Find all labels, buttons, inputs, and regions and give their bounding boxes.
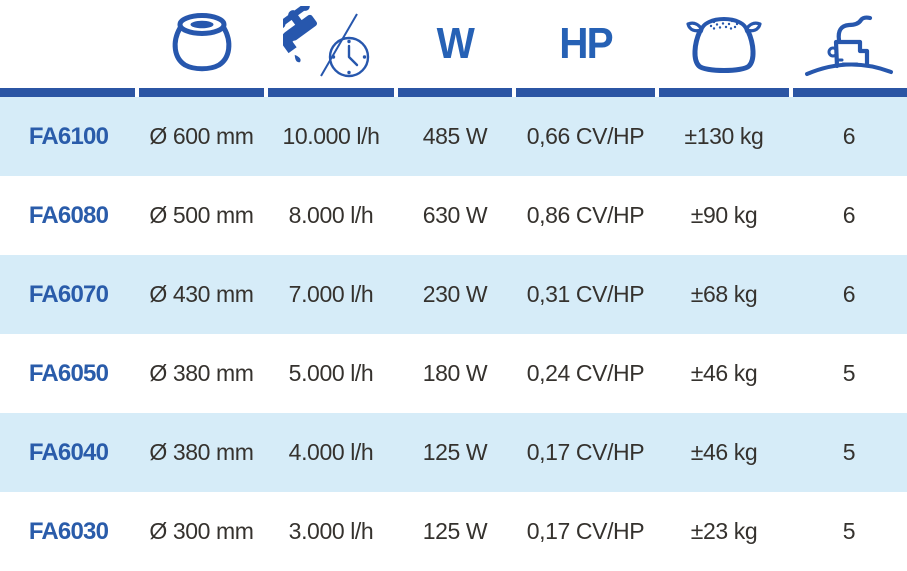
- cell-flow-rate: 5.000 l/h: [288, 360, 374, 386]
- header-divider: [0, 88, 907, 97]
- cell-sand-weight: ±68 kg: [690, 281, 758, 307]
- cell-power: 125 W: [422, 439, 488, 465]
- cell-flow-rate: 3.000 l/h: [288, 518, 374, 544]
- header-divider-bar: [516, 88, 655, 97]
- cell-power: 180 W: [422, 360, 488, 386]
- cell-model: FA6050: [28, 359, 109, 387]
- header-horsepower: HP: [514, 0, 657, 88]
- cell-horsepower: 0,86 CV/HP: [526, 202, 645, 228]
- table-row: FA6040 Ø 380 mm 4.000 l/h 125 W 0,17 CV/…: [0, 413, 907, 492]
- header-valve-positions: [791, 0, 907, 88]
- header-divider-bar: [139, 88, 264, 97]
- cell-sand-weight: ±46 kg: [690, 360, 758, 386]
- header-diameter: [137, 0, 266, 88]
- header-divider-bar: [793, 88, 907, 97]
- table-row: FA6070 Ø 430 mm 7.000 l/h 230 W 0,31 CV/…: [0, 255, 907, 334]
- selector-valve-icon: [805, 15, 893, 76]
- cell-horsepower: 0,31 CV/HP: [526, 281, 645, 307]
- cell-model: FA6100: [28, 122, 109, 150]
- cell-power: 230 W: [422, 281, 488, 307]
- cell-flow-rate: 7.000 l/h: [288, 281, 374, 307]
- cell-diameter: Ø 500 mm: [149, 202, 254, 228]
- cell-diameter: Ø 300 mm: [149, 518, 254, 544]
- cell-sand-weight: ±90 kg: [690, 202, 758, 228]
- cell-diameter: Ø 430 mm: [149, 281, 254, 307]
- cell-diameter: Ø 380 mm: [149, 439, 254, 465]
- cell-valve-positions: 5: [842, 439, 856, 465]
- table-row: FA6100 Ø 600 mm 10.000 l/h 485 W 0,66 CV…: [0, 97, 907, 176]
- table-row: FA6080 Ø 500 mm 8.000 l/h 630 W 0,86 CV/…: [0, 176, 907, 255]
- cell-sand-weight: ±46 kg: [690, 439, 758, 465]
- cell-horsepower: 0,17 CV/HP: [526, 439, 645, 465]
- watts-header-label: W: [436, 19, 475, 68]
- cell-valve-positions: 5: [842, 360, 856, 386]
- cell-horsepower: 0,17 CV/HP: [526, 518, 645, 544]
- header-sand-weight: [657, 0, 791, 88]
- header-flow-rate: [266, 0, 396, 88]
- hp-header-label: HP: [559, 19, 613, 68]
- header-model-blank: [0, 0, 137, 88]
- cell-power: 485 W: [422, 123, 488, 149]
- cell-sand-weight: ±23 kg: [690, 518, 758, 544]
- header-divider-bar: [659, 88, 789, 97]
- header-watts: W: [396, 0, 514, 88]
- cell-diameter: Ø 380 mm: [149, 360, 254, 386]
- cell-model: FA6040: [28, 438, 109, 466]
- cell-model: FA6070: [28, 280, 109, 308]
- cell-power: 630 W: [422, 202, 488, 228]
- cell-flow-rate: 4.000 l/h: [288, 439, 374, 465]
- cell-diameter: Ø 600 mm: [149, 123, 254, 149]
- table-row: FA6050 Ø 380 mm 5.000 l/h 180 W 0,24 CV/…: [0, 334, 907, 413]
- cell-horsepower: 0,66 CV/HP: [526, 123, 645, 149]
- filter-tank-icon: [172, 13, 231, 72]
- cell-horsepower: 0,24 CV/HP: [526, 360, 645, 386]
- cell-sand-weight: ±130 kg: [684, 123, 764, 149]
- cell-power: 125 W: [422, 518, 488, 544]
- header-divider-bar: [398, 88, 512, 97]
- table-row: FA6030 Ø 300 mm 3.000 l/h 125 W 0,17 CV/…: [0, 492, 907, 571]
- cell-valve-positions: 6: [842, 123, 856, 149]
- cell-valve-positions: 6: [842, 202, 856, 228]
- cell-model: FA6030: [28, 517, 109, 545]
- table-header-row: W HP: [0, 0, 907, 88]
- cell-flow-rate: 8.000 l/h: [288, 202, 374, 228]
- header-divider-bar: [268, 88, 394, 97]
- header-divider-bar: [0, 88, 135, 97]
- cell-model: FA6080: [28, 201, 109, 229]
- cell-valve-positions: 5: [842, 518, 856, 544]
- flow-rate-faucet-clock-icon: [283, 6, 370, 78]
- sand-bag-icon: [686, 17, 762, 73]
- cell-valve-positions: 6: [842, 281, 856, 307]
- cell-flow-rate: 10.000 l/h: [282, 123, 380, 149]
